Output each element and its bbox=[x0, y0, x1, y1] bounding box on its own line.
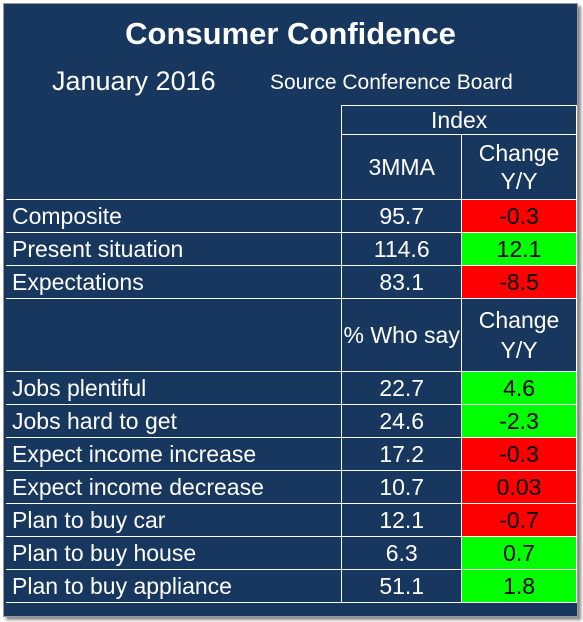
row-change: 1.8 bbox=[461, 569, 577, 603]
col-header-change-2: Change Y/Y bbox=[461, 298, 577, 372]
period-label: January 2016 bbox=[52, 66, 216, 96]
row-change: 4.6 bbox=[461, 371, 577, 405]
row-value: 17.2 bbox=[341, 437, 463, 471]
column-header-row: 3MMA Change Y/Y bbox=[6, 134, 577, 200]
table-row: Present situation 114.6 12.1 bbox=[6, 232, 577, 266]
row-value: 95.7 bbox=[341, 199, 463, 233]
row-label: Expect income increase bbox=[6, 437, 343, 471]
row-label: Expectations bbox=[6, 265, 343, 299]
row-change: -0.7 bbox=[461, 503, 577, 537]
row-value: 24.6 bbox=[341, 404, 463, 438]
table-row: Jobs hard to get 24.6 -2.3 bbox=[6, 404, 577, 438]
row-value: 12.1 bbox=[341, 503, 463, 537]
row-label: Jobs plentiful bbox=[6, 371, 343, 405]
row-value: 51.1 bbox=[341, 569, 463, 603]
column-header-row-2: % Who say Change Y/Y bbox=[6, 298, 577, 372]
row-change: 0.7 bbox=[461, 536, 577, 570]
col-header-change: Change Y/Y bbox=[461, 134, 577, 200]
table-row: Plan to buy car 12.1 -0.7 bbox=[6, 503, 577, 537]
row-change: -8.5 bbox=[461, 265, 577, 299]
row-value: 83.1 bbox=[341, 265, 463, 299]
confidence-table: Index 3MMA Change Y/Y Composite 95.7 -0.3 P… bbox=[6, 105, 577, 603]
table-row: Jobs plentiful 22.7 4.6 bbox=[6, 371, 577, 405]
row-change: 12.1 bbox=[461, 232, 577, 266]
source-label: Source Conference Board bbox=[270, 71, 513, 94]
row-value: 22.7 bbox=[341, 371, 463, 405]
consumer-confidence-panel: Consumer Confidence January 2016 Source … bbox=[3, 3, 578, 617]
row-change: -0.3 bbox=[461, 437, 577, 471]
row-label: Composite bbox=[6, 199, 343, 233]
col-header-3mma: 3MMA bbox=[341, 134, 463, 200]
row-label: Plan to buy appliance bbox=[6, 569, 343, 603]
index-header: Index bbox=[341, 105, 577, 135]
row-label: Expect income decrease bbox=[6, 470, 343, 504]
row-label: Present situation bbox=[6, 232, 343, 266]
col-header-who-say: % Who say bbox=[341, 298, 463, 372]
row-label: Plan to buy car bbox=[6, 503, 343, 537]
row-label: Plan to buy house bbox=[6, 536, 343, 570]
row-change: -2.3 bbox=[461, 404, 577, 438]
table-row: Plan to buy appliance 51.1 1.8 bbox=[6, 569, 577, 603]
row-label: Jobs hard to get bbox=[6, 404, 343, 438]
row-change: -0.3 bbox=[461, 199, 577, 233]
index-header-row: Index bbox=[6, 105, 577, 135]
table-row: Expect income decrease 10.7 0.03 bbox=[6, 470, 577, 504]
table-row: Plan to buy house 6.3 0.7 bbox=[6, 536, 577, 570]
table-row: Expect income increase 17.2 -0.3 bbox=[6, 437, 577, 471]
page-title: Consumer Confidence bbox=[125, 16, 456, 51]
table-row: Expectations 83.1 -8.5 bbox=[6, 265, 577, 299]
row-value: 6.3 bbox=[341, 536, 463, 570]
row-value: 10.7 bbox=[341, 470, 463, 504]
table-row: Composite 95.7 -0.3 bbox=[6, 199, 577, 233]
row-change: 0.03 bbox=[461, 470, 577, 504]
row-value: 114.6 bbox=[341, 232, 463, 266]
